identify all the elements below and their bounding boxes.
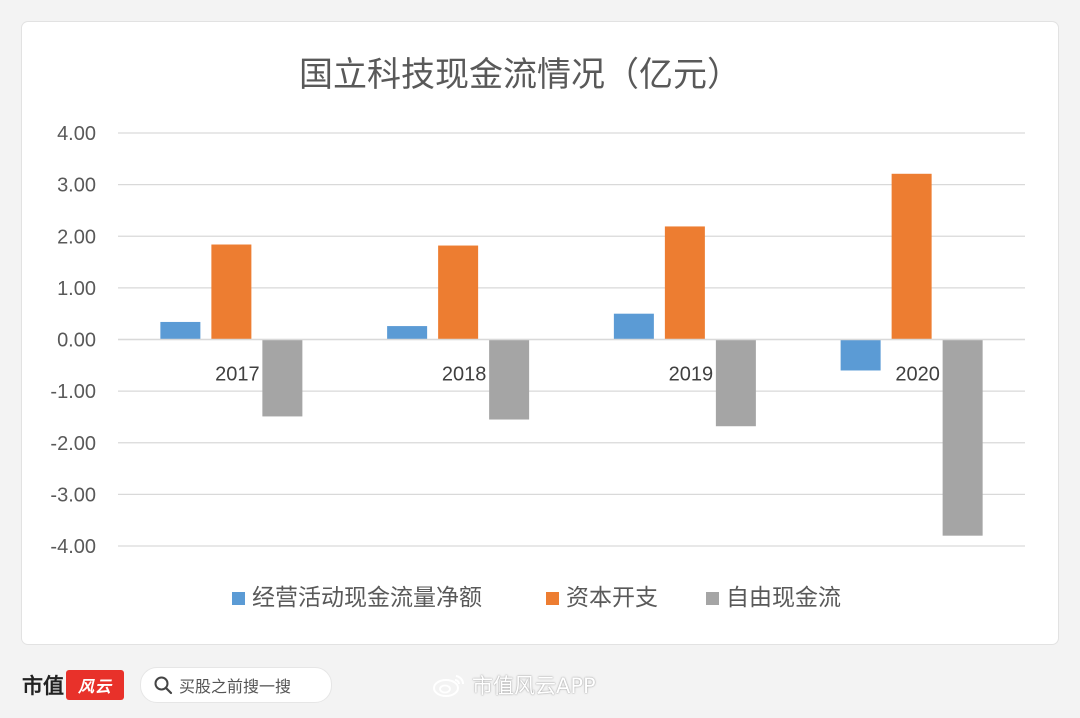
source-label: 市值风云APP [472,674,596,698]
x-category-label: 2020 [895,364,940,386]
legend-swatch [232,592,245,605]
x-axis-category-labels: 2017 2018 2019 2020 [215,364,940,386]
chart-card: 国立科技现金流情况（亿元） 4.00 3.00 2.00 1.00 0.00 -1.00 -… [22,22,1058,644]
legend: 经营活动现金流量净额 资本开支 自由现金流 [232,585,841,611]
x-category-label: 2017 [215,364,260,386]
legend-swatch [706,592,719,605]
legend-label: 经营活动现金流量净额 [252,585,482,611]
search-placeholder: 买股之前搜一搜 [179,677,292,696]
brand-mark: 风云 [66,670,124,700]
bar-3-2017 [262,339,303,417]
y-tick-label: -2.00 [50,433,96,455]
footer-bar: 市值 风云 买股之前搜一搜 市值风云APP [0,650,1080,718]
bar-1-2018 [387,326,428,340]
bar-3-2020 [942,339,983,536]
chart-canvas: 国立科技现金流情况（亿元） 4.00 3.00 2.00 1.00 0.00 -1.00 -… [50,55,1025,611]
chart-title: 国立科技现金流情况（亿元） [299,55,741,95]
bar-2-2018 [438,245,479,340]
weibo-icon [433,675,465,697]
source-tag: 市值风云APP [432,670,596,700]
y-tick-label: 1.00 [57,278,96,300]
y-tick-label: 3.00 [57,175,96,197]
search-icon [154,676,173,695]
brand-name: 市值 [22,674,64,698]
bar-3-2019 [715,339,756,427]
x-category-label: 2019 [669,364,714,386]
bar-3-2018 [489,339,530,420]
y-axis-tick-labels: 4.00 3.00 2.00 1.00 0.00 -1.00 -2.00 -3.00 -4.00 [50,123,96,558]
y-tick-label: -4.00 [50,536,96,558]
search-input[interactable]: 买股之前搜一搜 [140,667,332,703]
bar-1-2019 [613,313,654,340]
y-tick-label: -3.00 [50,484,96,506]
legend-label: 资本开支 [566,585,658,611]
y-tick-label: 2.00 [57,226,96,248]
bar-2-2020 [891,173,932,340]
bar-1-2017 [160,321,201,340]
bar-1-2020 [840,339,881,371]
y-tick-label: 0.00 [57,330,96,352]
bars [118,173,1025,536]
y-tick-label: -1.00 [50,381,96,403]
y-tick-label: 4.00 [57,123,96,145]
x-category-label: 2018 [442,364,487,386]
bar-2-2019 [664,226,705,340]
bar-2-2017 [211,244,252,340]
legend-label: 自由现金流 [726,585,841,611]
legend-swatch [546,592,559,605]
brand-logo[interactable]: 市值 风云 [22,668,124,702]
